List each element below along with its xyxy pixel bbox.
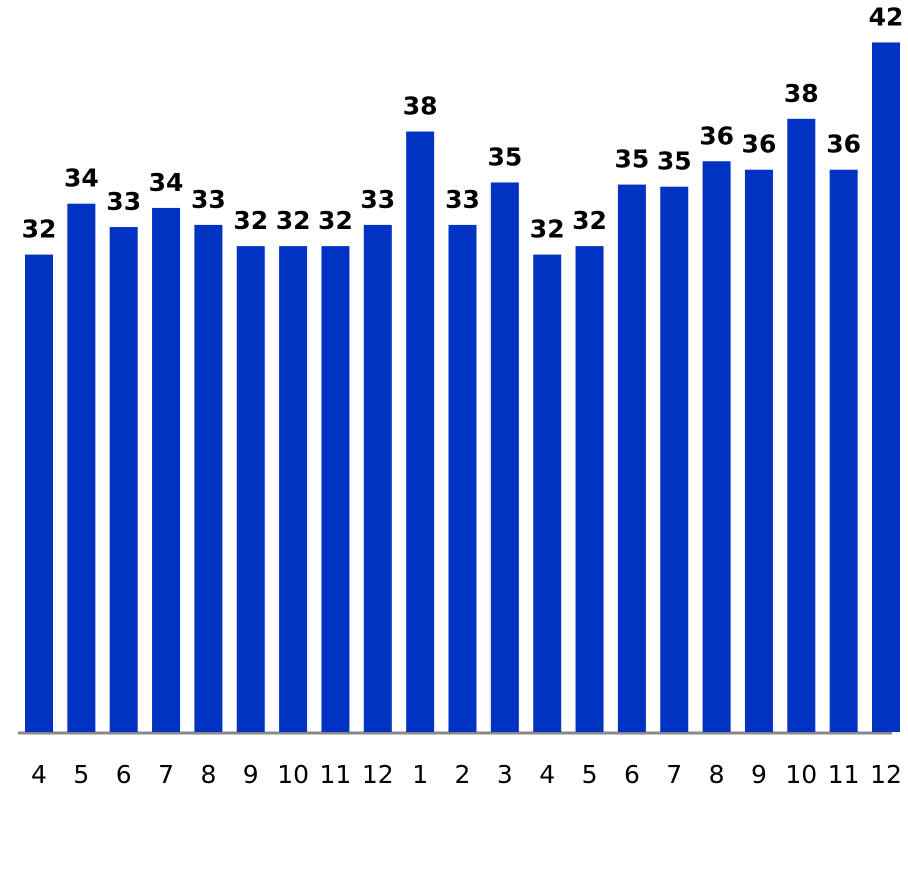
x-tick-label: 4: [539, 760, 555, 789]
value-label: 34: [64, 164, 99, 193]
bar: [872, 42, 900, 732]
bar: [406, 131, 435, 732]
bar: [67, 203, 96, 732]
x-tick-label: 7: [158, 760, 174, 789]
x-tick-label: 6: [624, 760, 640, 789]
bar: [25, 254, 53, 732]
bar: [702, 161, 731, 732]
x-tick-label: 5: [73, 760, 89, 789]
bar: [279, 246, 308, 732]
x-tick-label: 11: [320, 760, 352, 789]
x-tick-label: 8: [200, 760, 216, 789]
bar: [787, 118, 816, 733]
bar: [109, 227, 138, 732]
value-label: 33: [191, 185, 226, 214]
value-label: 42: [869, 2, 904, 31]
bar: [660, 186, 689, 733]
bar: [194, 224, 223, 732]
bar: [575, 246, 604, 732]
bar: [533, 254, 562, 732]
x-tick-label: 12: [362, 760, 394, 789]
value-label: 36: [826, 130, 861, 159]
x-tick-label: 2: [455, 760, 471, 789]
x-tick-label: 10: [785, 760, 817, 789]
value-label: 33: [106, 187, 141, 216]
x-tick-label: 11: [828, 760, 860, 789]
value-label: 32: [276, 206, 311, 235]
value-label: 32: [572, 206, 607, 235]
value-label: 32: [22, 215, 57, 244]
bar: [490, 182, 519, 733]
value-label: 36: [699, 121, 734, 150]
value-label: 35: [487, 142, 522, 171]
x-tick-label: 6: [116, 760, 132, 789]
x-tick-label: 8: [709, 760, 725, 789]
value-label: 35: [615, 145, 650, 174]
bar: [617, 184, 646, 732]
x-tick-label: 9: [751, 760, 767, 789]
bar: [448, 224, 477, 732]
value-label: 38: [403, 92, 438, 121]
bar: [829, 169, 858, 732]
x-tick-label: 12: [870, 760, 902, 789]
value-label: 33: [360, 185, 395, 214]
value-label: 32: [318, 206, 353, 235]
value-label: 36: [742, 130, 777, 159]
bar: [236, 246, 265, 732]
value-label: 32: [530, 215, 565, 244]
x-tick-label: 1: [412, 760, 428, 789]
bar: [744, 169, 773, 732]
bar: [321, 246, 350, 732]
value-label: 38: [784, 79, 819, 108]
value-label: 33: [445, 185, 480, 214]
x-tick-label: 3: [497, 760, 513, 789]
x-tick-label: 9: [243, 760, 259, 789]
x-tick-label: 4: [31, 760, 47, 789]
bar: [363, 224, 392, 732]
x-tick-label: 7: [666, 760, 682, 789]
value-label: 35: [657, 147, 692, 176]
value-label: 34: [149, 168, 184, 197]
x-tick-label: 10: [277, 760, 309, 789]
bar: [152, 207, 181, 733]
x-tick-label: 5: [582, 760, 598, 789]
value-label: 32: [233, 206, 268, 235]
